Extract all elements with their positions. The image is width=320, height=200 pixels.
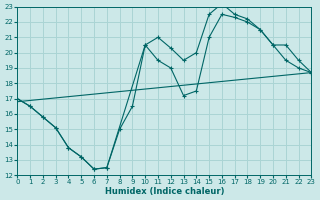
X-axis label: Humidex (Indice chaleur): Humidex (Indice chaleur) bbox=[105, 187, 224, 196]
